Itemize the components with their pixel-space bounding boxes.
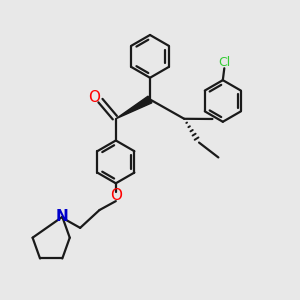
Text: N: N <box>56 209 69 224</box>
Polygon shape <box>116 96 152 119</box>
Text: O: O <box>88 91 100 106</box>
Text: Cl: Cl <box>218 56 230 69</box>
Text: O: O <box>110 188 122 203</box>
